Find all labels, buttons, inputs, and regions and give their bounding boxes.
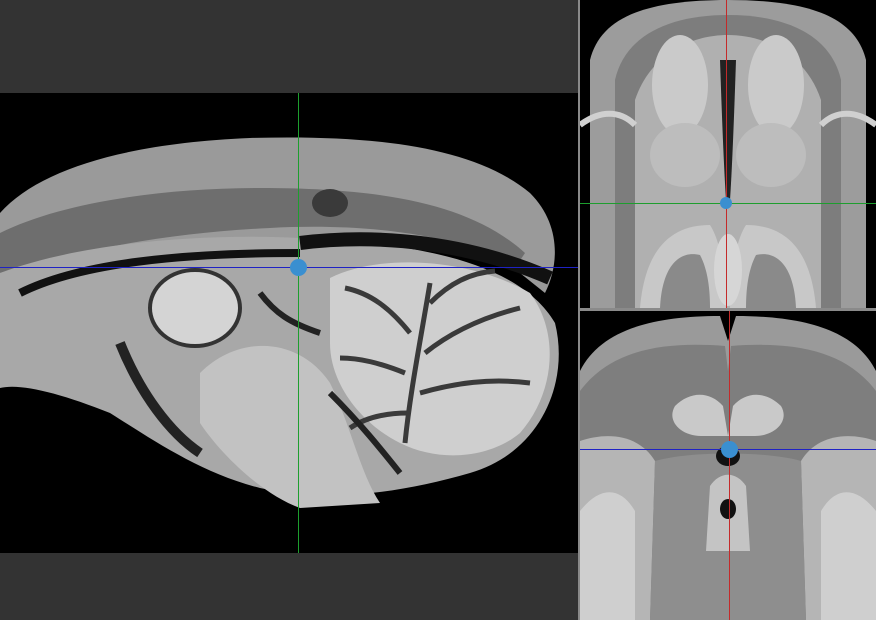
axial-view-panel[interactable] xyxy=(580,0,876,308)
axial-cursor-marker[interactable] xyxy=(720,197,732,209)
coronal-cursor-marker[interactable] xyxy=(721,441,738,458)
coronal-view-panel[interactable] xyxy=(580,311,876,620)
axial-brain-image xyxy=(580,0,876,308)
horizontal-divider xyxy=(580,308,876,311)
coronal-brain-image xyxy=(580,311,876,620)
sagittal-brain-image xyxy=(0,93,578,553)
sagittal-view-panel[interactable] xyxy=(0,0,578,620)
vertical-divider xyxy=(578,0,580,620)
sagittal-cursor-marker[interactable] xyxy=(290,259,307,276)
sagittal-image-canvas[interactable] xyxy=(0,93,578,553)
